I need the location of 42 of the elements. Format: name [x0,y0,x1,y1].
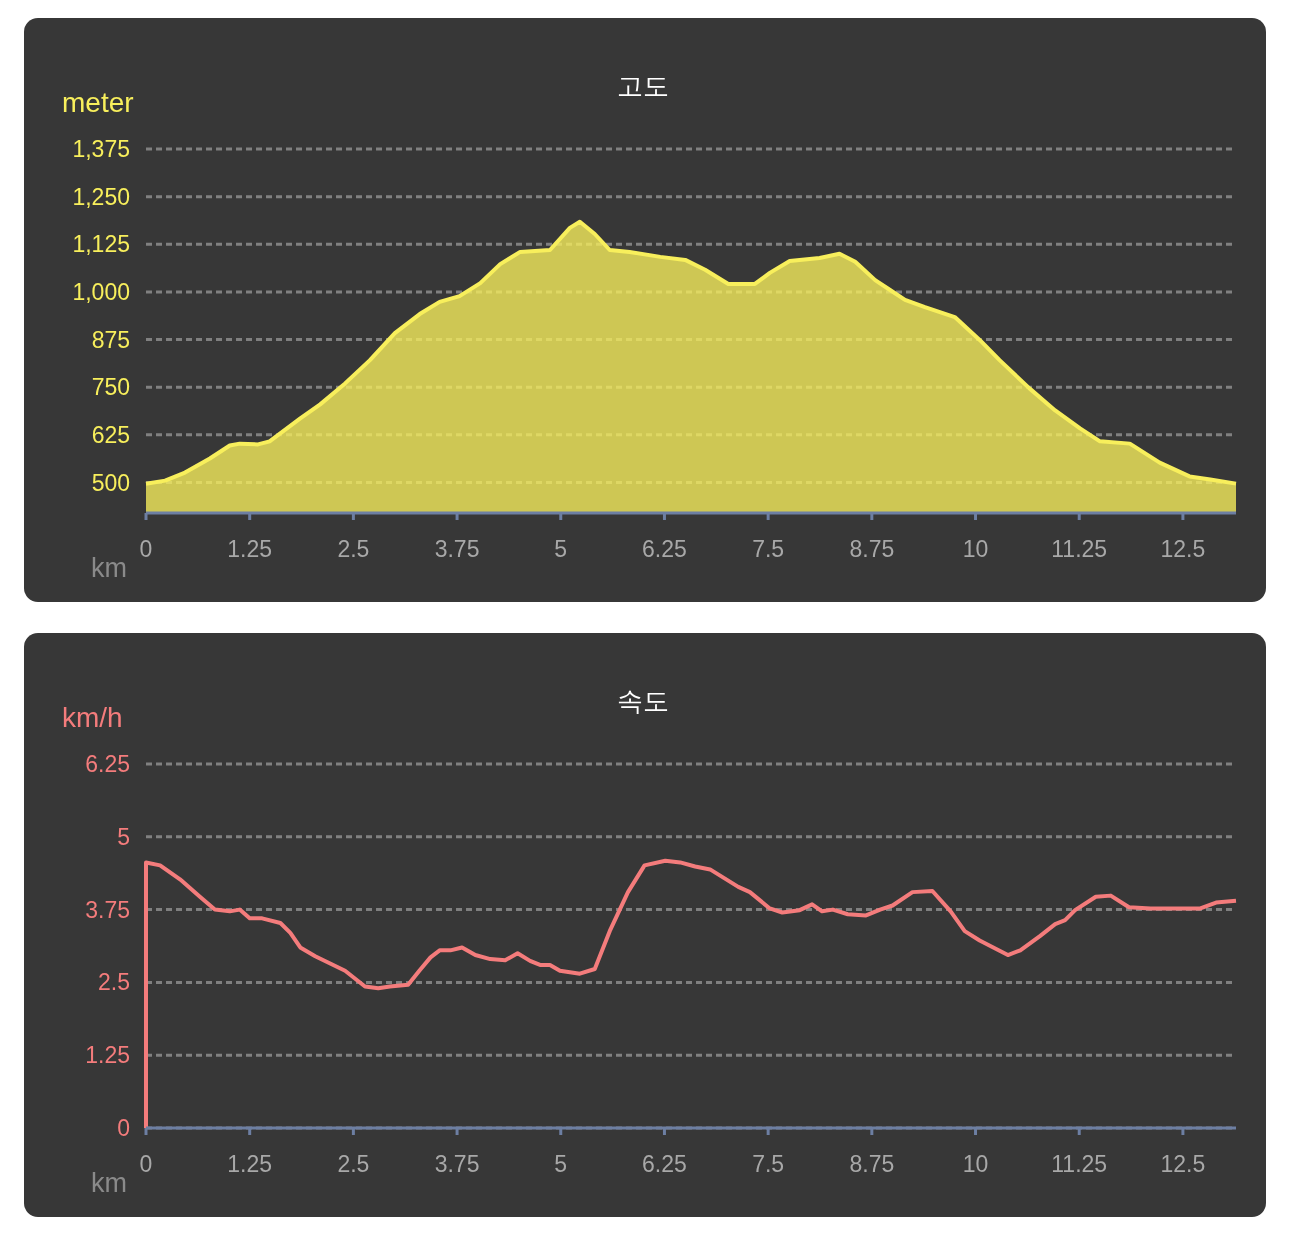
x-tick-label: 5 [554,536,568,562]
x-tick-label: 5 [554,1151,568,1177]
chart-title: 속도 [617,686,669,716]
x-tick-label: 11.25 [1051,536,1108,562]
x-tick-label: 0 [139,1151,153,1177]
x-tick-label: 1.25 [227,536,273,562]
y-tick-label: 1,250 [72,183,130,210]
x-tick-label: 6.25 [642,1151,687,1177]
x-tick-label: 2.5 [337,536,370,562]
y-axis-title: km/h [62,702,123,733]
x-tick-label: 6.25 [642,536,687,562]
y-tick-label: 1,375 [72,136,130,162]
x-axis-title: km [91,1168,127,1198]
x-tick-label: 7.5 [752,536,785,562]
y-tick-label: 625 [91,421,130,448]
y-tick-label: 3.75 [85,896,130,923]
x-tick-label: 12.5 [1160,1151,1206,1177]
y-tick-label: 5 [117,823,130,850]
y-tick-label: 1.25 [85,1042,130,1069]
y-tick-label: 6.25 [85,751,130,777]
x-axis-title: km [91,553,127,583]
y-tick-label: 1,125 [72,231,130,258]
x-tick-label: 2.5 [337,1151,370,1177]
x-tick-label: 11.25 [1051,1151,1108,1177]
x-tick-label: 10 [962,536,989,562]
x-tick-label: 12.5 [1160,536,1206,562]
y-tick-label: 750 [91,374,130,401]
x-tick-label: 7.5 [752,1151,785,1177]
x-tick-label: 8.75 [849,536,895,562]
y-axis-title: meter [62,87,134,118]
x-tick-label: 3.75 [434,536,480,562]
y-tick-label: 0 [117,1115,130,1141]
chart-title: 고도 [617,71,669,101]
x-tick-label: 1.25 [227,1151,273,1177]
y-tick-label: 1,000 [72,278,130,305]
y-tick-label: 875 [91,326,130,353]
y-tick-label: 2.5 [98,969,130,996]
y-tick-label: 500 [91,469,130,496]
x-tick-label: 10 [962,1151,989,1177]
x-tick-label: 8.75 [849,1151,895,1177]
x-tick-label: 3.75 [434,1151,480,1177]
x-tick-label: 0 [139,536,153,562]
